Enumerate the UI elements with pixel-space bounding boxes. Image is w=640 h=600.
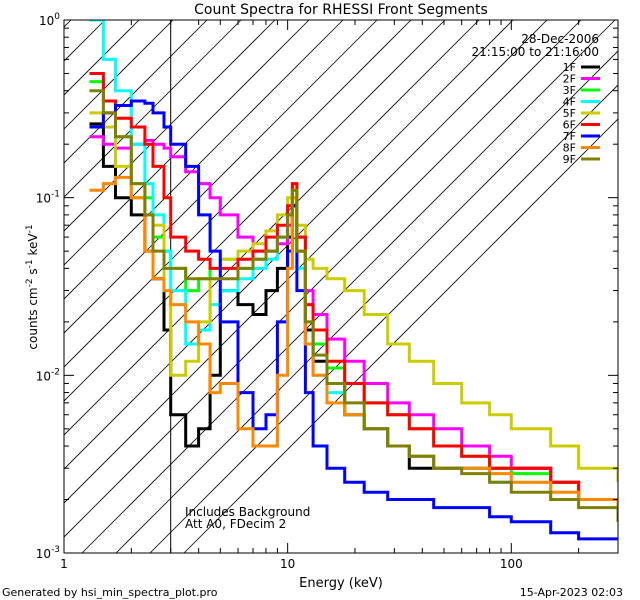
chart-title: Count Spectra for RHESSI Front Segments	[194, 2, 488, 18]
hatch-region	[64, 20, 618, 553]
hatch-line	[64, 20, 412, 368]
legend-label-6F: 6F	[563, 119, 576, 132]
x-tick-label: 1	[60, 557, 68, 571]
y-tick-label: 10-3	[36, 545, 60, 561]
series-6F	[89, 72, 618, 508]
series-layer	[89, 20, 618, 541]
series-5F	[89, 111, 618, 483]
legend-label-8F: 8F	[563, 142, 576, 155]
hatch-line	[149, 84, 618, 553]
legend-label-4F: 4F	[563, 96, 576, 109]
plot-frame	[63, 19, 619, 554]
x-tick-label: 10	[280, 557, 295, 571]
series-9F	[89, 89, 618, 522]
info-block: 28-Dec-2006 21:15:00 to 21:16:00	[472, 32, 599, 59]
y-tick-label: 10-1	[36, 190, 60, 206]
hatch-line	[64, 20, 174, 130]
info-time-range: 21:15:00 to 21:16:00	[472, 45, 599, 59]
x-tick-label: 100	[500, 557, 523, 571]
hatch-line	[115, 50, 618, 553]
hatch-line	[64, 20, 208, 164]
hatch-line	[64, 20, 548, 504]
annotation-background: Includes Background	[185, 505, 310, 519]
y-axis-label: counts cm-2 s-1 keV-1	[25, 224, 40, 349]
series-2F	[89, 135, 618, 508]
x-axis: 1 10 100	[60, 20, 580, 571]
footer-generated-by: Generated by hsi_min_spectra_plot.pro	[2, 586, 218, 599]
footer-timestamp: 15-Apr-2023 02:03	[520, 586, 623, 599]
x-axis-label: Energy (keV)	[299, 576, 383, 591]
legend-label-9F: 9F	[563, 153, 576, 166]
hatch-line	[64, 20, 582, 538]
legend-label-3F: 3F	[563, 84, 576, 97]
y-axis: 10-3 10-2 10-1 100	[36, 12, 618, 561]
hatch-line	[64, 20, 446, 402]
hatch-line	[64, 20, 276, 232]
hatch-line	[64, 20, 378, 334]
hatch-line	[183, 118, 618, 553]
series-7F	[89, 99, 618, 541]
annotation-attenuator: Att A0, FDecim 2	[185, 517, 286, 531]
legend-label-2F: 2F	[563, 73, 576, 86]
info-date: 28-Dec-2006	[521, 32, 599, 46]
hatch-line	[64, 20, 480, 436]
legend-label-7F: 7F	[563, 130, 576, 143]
legend-label-5F: 5F	[563, 107, 576, 120]
hatch-line	[64, 20, 344, 300]
hatch-line	[64, 20, 310, 266]
hatch-line	[64, 20, 514, 470]
y-tick-label: 100	[39, 12, 60, 28]
legend-label-1F: 1F	[563, 61, 576, 74]
y-tick-label: 10-2	[36, 367, 60, 383]
